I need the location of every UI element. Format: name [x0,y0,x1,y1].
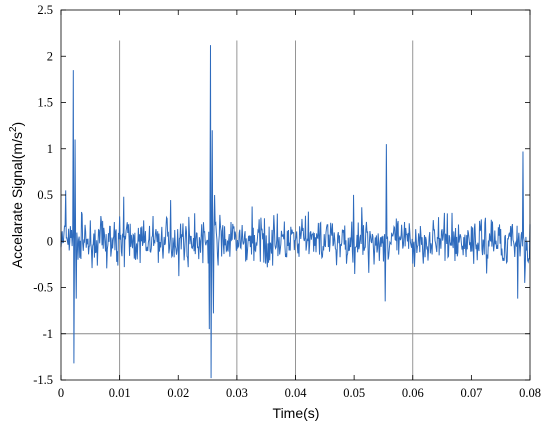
y-axis-title-close: ) [9,122,25,127]
x-tick-label: 0.02 [167,386,189,400]
y-tick-label: 1 [47,142,53,156]
x-tick-label: 0.08 [519,386,541,400]
y-tick-label: 1.5 [37,96,53,110]
y-tick-label: 0.5 [37,188,53,202]
axis-ticks [60,9,531,381]
x-tick-labels: 0 0.01 0.02 0.03 0.04 0.05 0.06 0.07 0.08 [58,386,541,400]
y-tick-label: 2.5 [37,3,53,17]
y-tick-label: 0 [47,234,53,248]
y-tick-label: 2 [47,49,53,63]
x-tick-label: 0.05 [343,386,365,400]
series-line-acceleration [60,45,531,379]
x-tick-label: 0.04 [285,386,308,400]
y-tick-label: -1.5 [33,373,53,387]
x-tick-label: 0 [58,386,64,400]
y-tick-label: -1 [43,327,53,341]
y-axis-title-superscript: 2 [8,126,19,132]
x-tick-label: 0.01 [109,386,131,400]
y-axis-title: Accelarate Signal(m/s2) [8,122,25,268]
x-tick-label: 0.03 [226,386,248,400]
x-tick-label: 0.06 [402,386,424,400]
y-tick-label: -0.5 [33,281,53,295]
x-tick-label: 0.07 [460,386,482,400]
guide-lines [61,40,530,380]
x-axis-title: Time(s) [273,405,320,421]
y-tick-labels: -1.5 -1 -0.5 0 0.5 1 1.5 2 2.5 [33,3,53,387]
y-axis-title-main: Accelarate Signal(m/s [9,132,25,268]
